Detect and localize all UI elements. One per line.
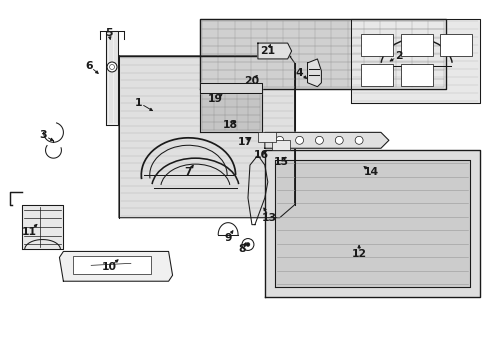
Polygon shape — [119, 56, 294, 218]
Circle shape — [354, 136, 362, 144]
Text: 1: 1 — [135, 98, 142, 108]
Polygon shape — [307, 59, 321, 87]
Polygon shape — [350, 19, 479, 103]
Text: 20: 20 — [244, 76, 259, 86]
Bar — [400, 34, 432, 56]
Polygon shape — [106, 31, 118, 125]
Bar — [400, 64, 432, 86]
Bar — [257, 132, 275, 142]
Text: 13: 13 — [262, 213, 277, 223]
Polygon shape — [200, 83, 262, 93]
Polygon shape — [200, 19, 446, 89]
Text: 12: 12 — [351, 249, 366, 260]
Text: 9: 9 — [224, 233, 231, 243]
Text: 6: 6 — [85, 61, 93, 71]
Text: 3: 3 — [40, 130, 47, 140]
Bar — [360, 34, 392, 56]
Polygon shape — [200, 89, 262, 132]
Text: 2: 2 — [394, 51, 402, 61]
Circle shape — [275, 136, 283, 144]
Polygon shape — [264, 132, 388, 148]
Polygon shape — [257, 43, 291, 59]
Text: 10: 10 — [102, 262, 116, 272]
Text: 11: 11 — [22, 226, 37, 237]
Circle shape — [107, 62, 117, 72]
Text: 17: 17 — [237, 137, 252, 147]
Circle shape — [295, 136, 303, 144]
Circle shape — [242, 239, 253, 251]
Circle shape — [335, 136, 343, 144]
Text: 4: 4 — [295, 68, 303, 78]
Text: 19: 19 — [207, 94, 222, 104]
Polygon shape — [264, 150, 479, 297]
Text: 21: 21 — [260, 46, 275, 56]
Text: 18: 18 — [222, 121, 237, 130]
Polygon shape — [21, 205, 63, 249]
Bar — [360, 64, 392, 86]
Bar — [73, 256, 150, 274]
Polygon shape — [60, 251, 172, 281]
Text: 8: 8 — [238, 244, 245, 255]
Text: 14: 14 — [363, 167, 378, 177]
Text: 7: 7 — [184, 167, 192, 177]
Text: 15: 15 — [274, 157, 288, 167]
Text: 16: 16 — [254, 150, 269, 160]
Circle shape — [245, 243, 249, 247]
Circle shape — [109, 64, 114, 69]
Bar — [271, 140, 289, 150]
Text: 5: 5 — [105, 28, 113, 38]
Circle shape — [315, 136, 323, 144]
Polygon shape — [274, 160, 469, 287]
Bar — [440, 34, 471, 56]
